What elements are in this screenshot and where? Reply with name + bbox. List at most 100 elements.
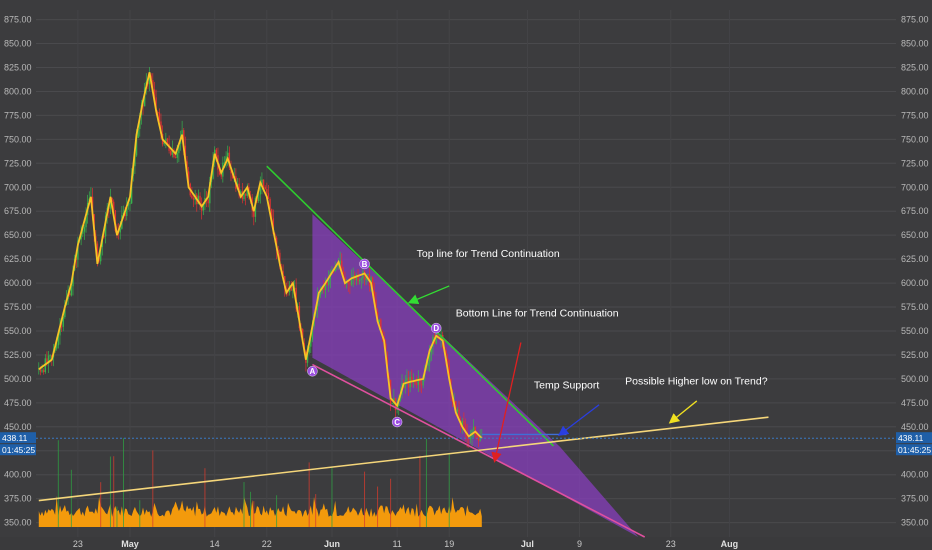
annotation-text: Bottom Line for Trend Continuation <box>456 308 619 320</box>
candle-body <box>282 271 284 277</box>
candle-body <box>406 377 408 381</box>
candle-body <box>165 138 167 142</box>
candle-body <box>244 193 247 196</box>
candle-body <box>341 260 343 272</box>
time-tick-label: May <box>121 539 139 549</box>
candle-body <box>267 193 270 199</box>
price-tick-label: 350.00 <box>901 518 929 528</box>
candle-body <box>319 290 322 295</box>
price-tick-label: 850.00 <box>901 39 929 49</box>
candle-body <box>152 80 154 90</box>
candle-body <box>191 195 193 199</box>
annotation-arrow <box>557 404 600 437</box>
price-tag-right <box>896 432 932 444</box>
candle-body <box>446 358 449 366</box>
candle-body <box>380 319 382 331</box>
candle-body <box>435 335 437 344</box>
candle-body <box>174 157 177 158</box>
price-tick-label: 875.00 <box>901 15 929 25</box>
candle-body <box>49 355 51 357</box>
candle-body <box>155 97 157 113</box>
timer-tag-left <box>0 444 36 456</box>
price-tick-label: 750.00 <box>901 134 929 144</box>
time-tick-label: Jun <box>324 539 340 549</box>
trend-lines[interactable] <box>36 165 896 538</box>
trend-line[interactable] <box>38 416 769 502</box>
candle-body <box>246 187 248 196</box>
time-tick-label: 19 <box>444 539 454 549</box>
candle-body <box>181 130 183 139</box>
current-price-tags: 438.11 01:45:25 438.11 01:45:25 <box>0 432 932 456</box>
volume-histogram <box>38 438 482 527</box>
annotation-text: Possible Higher low on Trend? <box>625 376 768 388</box>
candle-body <box>308 346 310 353</box>
candle-body <box>266 189 268 194</box>
candle-body <box>59 326 61 336</box>
candle-body <box>64 304 66 317</box>
candle-body <box>262 179 265 188</box>
candle-body <box>60 326 63 328</box>
candle-body <box>170 150 172 155</box>
candle-body <box>391 403 393 405</box>
price-tick-label: 850.00 <box>4 39 32 49</box>
price-tick-label: 450.00 <box>901 422 929 432</box>
candle-body <box>223 162 226 164</box>
price-tick-label: 750.00 <box>4 134 32 144</box>
candle-body <box>192 198 195 200</box>
candle-body <box>448 365 450 380</box>
time-tick-label: Aug <box>721 539 739 549</box>
trend-line[interactable] <box>266 165 555 447</box>
candle-body <box>479 438 481 441</box>
annotation-arrow <box>407 285 450 305</box>
candle-body <box>109 197 112 209</box>
price-tick-label: 575.00 <box>901 302 929 312</box>
candle-body <box>328 278 330 286</box>
annotation-text: Top line for Trend Continuation <box>417 248 560 260</box>
candle-body <box>220 174 222 177</box>
price-tick-label: 400.00 <box>4 470 32 480</box>
price-tick-label: 700.00 <box>4 182 32 192</box>
time-tick-label: 22 <box>262 539 272 549</box>
candle-body <box>477 437 480 441</box>
price-tick-label: 725.00 <box>901 158 929 168</box>
candle-body <box>419 377 421 385</box>
candle-body <box>56 345 58 349</box>
moving-average <box>38 72 483 439</box>
candle-body <box>69 293 71 296</box>
candle-body <box>243 193 245 200</box>
pattern-point-marker <box>359 258 370 270</box>
candle-body <box>257 194 260 202</box>
price-tick-label: 575.00 <box>4 302 32 312</box>
price-tick-label: 475.00 <box>4 398 32 408</box>
candle-body <box>126 205 128 216</box>
candle-body <box>209 182 211 204</box>
time-tick-label: 14 <box>210 539 220 549</box>
price-tick-label: 600.00 <box>4 278 32 288</box>
price-tick-label: 475.00 <box>901 398 929 408</box>
candle-body <box>187 171 190 184</box>
candle-body <box>371 277 374 291</box>
candle-body <box>261 179 263 186</box>
candle-body <box>259 185 261 195</box>
timer-tag-value: 01:45:25 <box>898 445 931 455</box>
candle-body <box>83 227 86 232</box>
price-tick-label: 550.00 <box>4 326 32 336</box>
pattern-point-marker <box>391 416 403 428</box>
candle-body <box>134 155 136 167</box>
candle-body <box>323 286 325 291</box>
candle-body <box>373 290 376 300</box>
price-tick-label: 525.00 <box>4 350 32 360</box>
candle-body <box>415 383 418 385</box>
candle-body <box>148 75 151 85</box>
price-tag-left <box>0 432 36 444</box>
price-tick-label: 725.00 <box>4 158 32 168</box>
price-tick-label: 875.00 <box>4 15 32 25</box>
candle-body <box>186 161 188 172</box>
candle-body <box>113 201 115 211</box>
price-tick-label: 825.00 <box>4 62 32 72</box>
annotations: Top line for Trend Continuation Bottom Li… <box>407 248 768 463</box>
price-tick-label: 625.00 <box>4 254 32 264</box>
candle-body <box>225 156 227 163</box>
candle-body <box>176 153 178 158</box>
